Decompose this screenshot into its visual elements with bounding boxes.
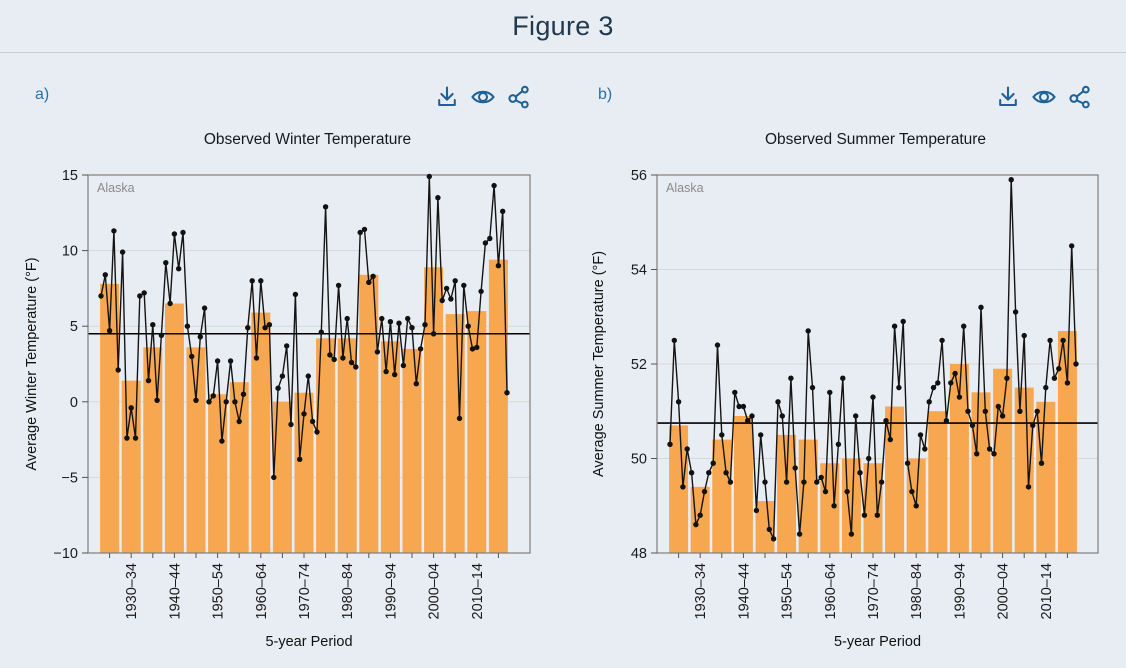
axis-ticks — [651, 174, 1068, 558]
panel-b-label: b) — [598, 86, 613, 103]
plot-frame — [87, 174, 531, 554]
winter-chart: 15 10 5 0 −5 −10 1930–34 1940–44 1950–54 1960–64 1… — [24, 168, 531, 650]
svg-text:1980–84: 1980–84 — [340, 563, 356, 619]
svg-text:1950–54: 1950–54 — [780, 563, 796, 619]
bar-1955–59 — [229, 382, 249, 553]
bar-1995–99 — [402, 348, 422, 553]
panel-a-toolbar — [434, 84, 532, 110]
bar-1995–99 — [971, 392, 991, 553]
axis-ticks — [82, 174, 499, 558]
panel-b-toolbar — [995, 84, 1093, 110]
svg-text:1970–74: 1970–74 — [866, 563, 882, 619]
bar-2010–14 — [1036, 401, 1056, 553]
axis-tick-labels: 15 10 5 0 −5 −10 1930–34 1940–44 1950–54 1960–64 1… — [53, 168, 485, 619]
svg-text:1960–64: 1960–64 — [823, 563, 839, 619]
svg-text:2010–14: 2010–14 — [470, 563, 486, 619]
bar-1940–44 — [733, 415, 753, 553]
bar-2000–04 — [993, 368, 1013, 553]
bar-1985–89 — [928, 411, 948, 553]
bar-series — [669, 330, 1077, 553]
axis-tick-labels: 56 54 52 50 48 1930–34 1940–44 1950–54 1960–64 19… — [631, 168, 1055, 619]
summer-chart: 56 54 52 50 48 1930–34 1940–44 1950–54 1960–64 19… — [591, 168, 1099, 650]
bar-2015–19 — [1057, 330, 1077, 553]
svg-text:50: 50 — [631, 452, 647, 468]
bar-1945–49 — [755, 501, 775, 553]
download-icon[interactable] — [434, 84, 460, 110]
svg-text:1940–44: 1940–44 — [736, 563, 752, 619]
svg-text:1950–54: 1950–54 — [211, 563, 227, 619]
svg-text:−5: −5 — [61, 470, 78, 486]
x-axis-label: 5-year Period — [834, 634, 921, 650]
svg-text:56: 56 — [631, 168, 647, 184]
svg-text:1940–44: 1940–44 — [167, 563, 183, 619]
bar-2005–09 — [1014, 387, 1034, 553]
svg-text:1990–94: 1990–94 — [383, 563, 399, 619]
bar-1940–44 — [164, 303, 184, 553]
bar-1990–94 — [949, 364, 969, 553]
bar-1925–29 — [100, 283, 120, 553]
y-axis-label: Average Winter Temperature (°F) — [24, 257, 40, 470]
svg-text:1970–74: 1970–74 — [297, 563, 313, 619]
bar-1975–79 — [316, 338, 336, 553]
svg-text:2010–14: 2010–14 — [1039, 563, 1055, 619]
bar-1935–39 — [143, 347, 163, 553]
share-icon[interactable] — [506, 84, 532, 110]
svg-text:1980–84: 1980–84 — [909, 563, 925, 619]
y-axis-label: Average Summer Temperature (°F) — [591, 251, 607, 477]
summer-chart-title: Observed Summer Temperature — [764, 131, 987, 148]
svg-text:0: 0 — [70, 395, 78, 411]
bar-1990–94 — [380, 341, 400, 553]
share-icon[interactable] — [1067, 84, 1093, 110]
svg-text:48: 48 — [631, 546, 647, 562]
svg-text:1930–34: 1930–34 — [124, 563, 140, 619]
figure-title: Figure 3 — [512, 10, 614, 41]
bar-series — [100, 259, 508, 553]
bar-1935–39 — [712, 439, 732, 553]
region-label: Alaska — [97, 181, 135, 195]
svg-text:52: 52 — [631, 357, 647, 373]
figure-header: Figure 3 — [0, 0, 1126, 53]
svg-text:−10: −10 — [53, 546, 78, 562]
view-icon[interactable] — [470, 84, 496, 110]
svg-text:54: 54 — [631, 263, 647, 279]
view-icon[interactable] — [1031, 84, 1057, 110]
x-axis-label: 5-year Period — [265, 634, 352, 650]
bar-1970–74 — [863, 463, 883, 553]
svg-text:1990–94: 1990–94 — [952, 563, 968, 619]
svg-text:1960–64: 1960–64 — [254, 563, 270, 619]
annual-dots — [667, 177, 1079, 542]
region-label: Alaska — [666, 181, 704, 195]
bar-1975–79 — [885, 406, 905, 553]
winter-panel: a) Observed Winter Temperature 15 10 5 0 −5 −… — [20, 80, 565, 668]
bar-1930–34 — [690, 486, 710, 553]
svg-text:1930–34: 1930–34 — [693, 563, 709, 619]
bar-1960–64 — [820, 463, 840, 553]
download-icon[interactable] — [995, 84, 1021, 110]
bar-1950–54 — [777, 434, 797, 553]
svg-text:10: 10 — [62, 244, 78, 260]
svg-text:2000–04: 2000–04 — [996, 563, 1012, 619]
bar-1985–89 — [359, 274, 379, 553]
panel-a-label: a) — [35, 86, 50, 103]
bar-2000–04 — [424, 267, 444, 553]
svg-text:15: 15 — [62, 168, 78, 184]
bar-1955–59 — [798, 439, 818, 553]
bar-1925–29 — [669, 425, 689, 553]
bar-1980–84 — [337, 338, 357, 553]
bar-2005–09 — [445, 314, 465, 553]
svg-text:5: 5 — [70, 319, 78, 335]
bar-1945–49 — [186, 347, 206, 553]
bar-1960–64 — [251, 312, 271, 553]
summer-panel: b) Observed Summer Temperature 56 54 52 50 4… — [583, 80, 1126, 668]
annual-dots — [98, 173, 510, 481]
bar-1965–69 — [272, 401, 292, 553]
svg-text:2000–04: 2000–04 — [427, 563, 443, 619]
winter-chart-title: Observed Winter Temperature — [203, 131, 412, 148]
bar-2010–14 — [467, 311, 487, 553]
